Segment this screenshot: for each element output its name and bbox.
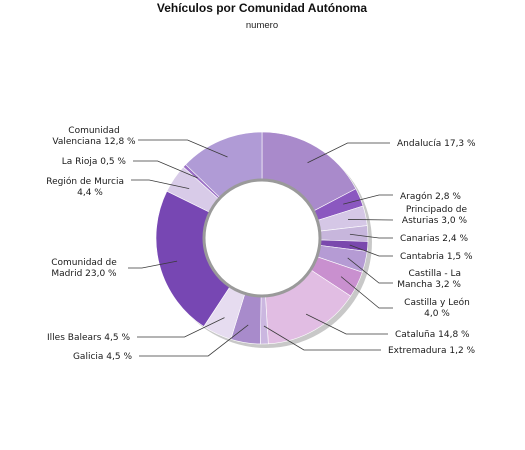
- label-castilla-y-leon: Castilla y León 4,0 %: [404, 297, 470, 319]
- donut-hole: [202, 178, 322, 298]
- label-cataluna: Cataluña 14,8 %: [395, 330, 470, 340]
- leader-illes-balears: [137, 317, 225, 338]
- leader-andalucia: [307, 142, 390, 164]
- slice-labels: Andalucía 17,3 % Aragón 2,8 % Principado d…: [46, 126, 476, 362]
- label-comunidad-de-madrid: Comunidad de Madrid 23,0 %: [51, 258, 117, 279]
- leader-la-rioja: [133, 160, 198, 179]
- chart-title: Vehículos por Comunidad Autónoma: [157, 1, 368, 15]
- label-la-rioja: La Rioja 0,5 %: [62, 157, 127, 167]
- leader-galicia: [139, 324, 249, 357]
- label-region-de-murcia: Región de Murcia 4,4 %: [46, 176, 124, 198]
- leader-region-de-murcia: [131, 179, 190, 189]
- leader-comunidad-de-madrid: [128, 260, 178, 269]
- label-aragon: Aragón 2,8 %: [400, 191, 461, 202]
- leader-castilla-la-mancha: [347, 257, 393, 284]
- leader-cataluna: [305, 313, 388, 335]
- label-castilla-la-mancha: Castilla - La Mancha 3,2 %: [397, 269, 461, 290]
- donut-inner-edge: [202, 178, 322, 298]
- leader-aragon: [343, 194, 393, 205]
- label-illes-balears: Illes Balears 4,5 %: [47, 333, 130, 343]
- leader-extremadura: [263, 325, 381, 351]
- leader-principado-de-asturias: [348, 219, 394, 221]
- leader-castilla-y-leon: [340, 276, 393, 309]
- label-comunidad-valenciana: Comunidad Valenciana 12,8 %: [52, 126, 136, 147]
- chart-subtitle: numero: [246, 20, 278, 31]
- label-extremadura: Extremadura 1,2 %: [388, 346, 476, 356]
- leader-cantabria: [349, 244, 393, 257]
- label-cantabria: Cantabria 1,5 %: [400, 252, 473, 262]
- leader-lines: [128, 139, 394, 357]
- label-galicia: Galicia 4,5 %: [73, 352, 132, 362]
- leader-comunidad-valenciana: [138, 139, 228, 158]
- label-andalucia: Andalucía 17,3 %: [397, 139, 476, 149]
- label-canarias: Canarias 2,4 %: [400, 234, 468, 244]
- leader-canarias: [349, 233, 393, 239]
- label-principado-de-asturias: Principado de Asturias 3,0 %: [402, 205, 468, 226]
